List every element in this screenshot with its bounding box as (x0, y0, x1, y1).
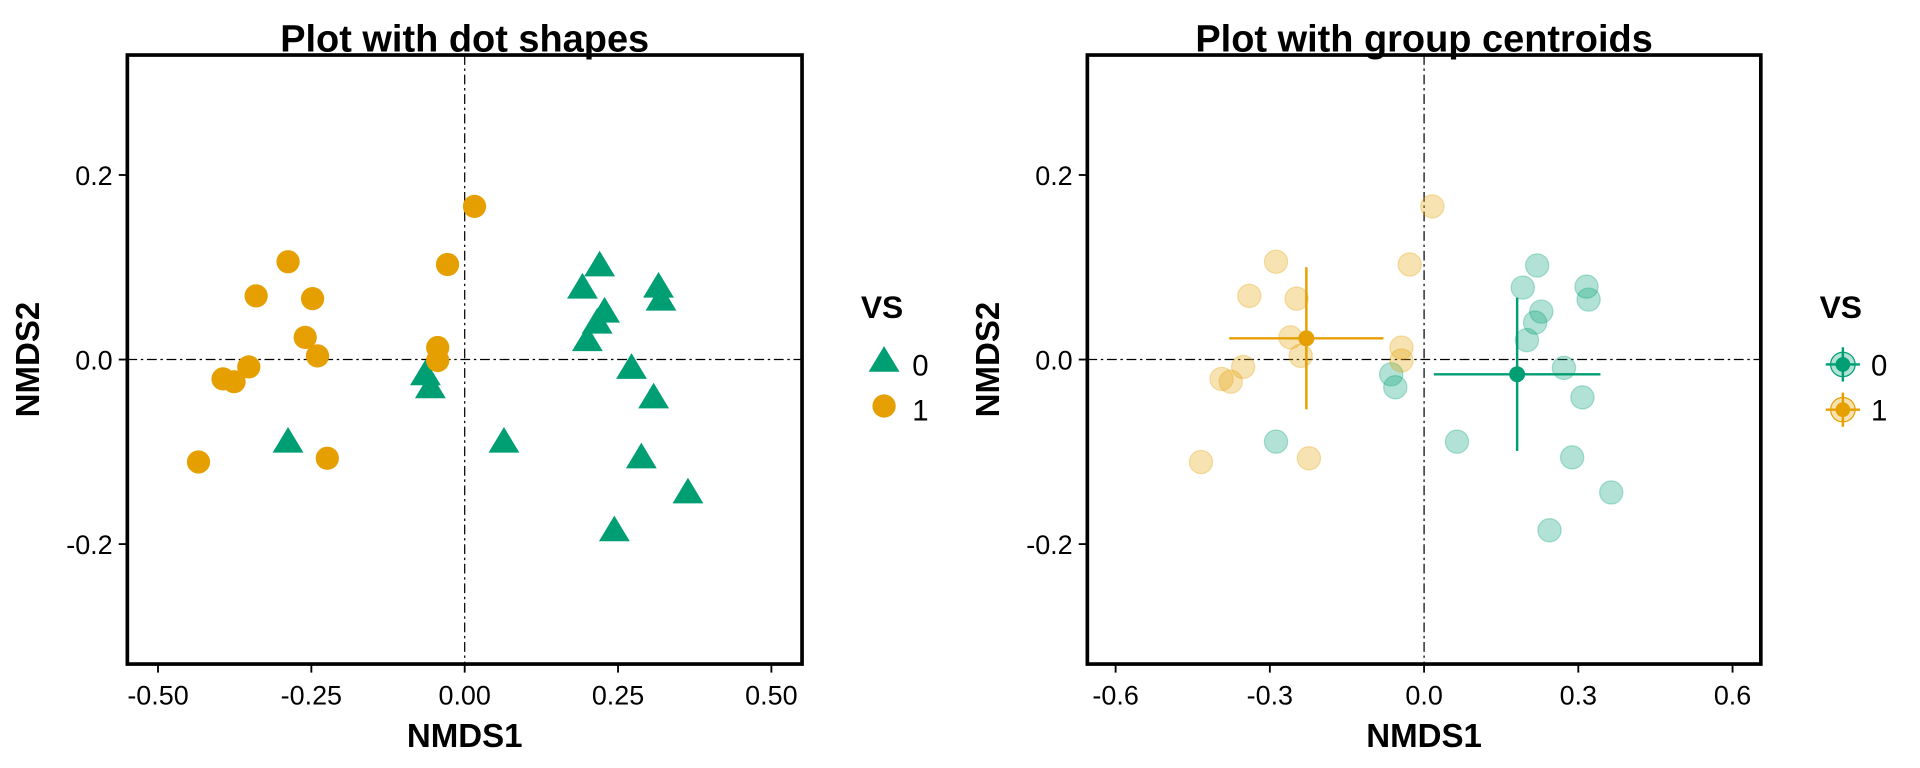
point (1209, 366, 1234, 392)
legend-label: 1 (1871, 395, 1887, 428)
legend-marker (1835, 402, 1851, 418)
panel-border (1085, 53, 1763, 666)
y-tick-label: 0.0 (1035, 345, 1072, 375)
point (616, 353, 647, 379)
y-tick-label: 0.2 (75, 161, 112, 191)
point (1537, 518, 1562, 543)
legend-marker (868, 346, 900, 372)
point (598, 515, 630, 542)
plot-area (186, 194, 704, 542)
centroid (1298, 330, 1315, 347)
point (1263, 429, 1289, 454)
legend-label: 0 (912, 349, 928, 382)
x-tick-label: -0.6 (1092, 680, 1138, 710)
point (1288, 343, 1313, 369)
x-tick-label: -0.25 (281, 680, 342, 710)
centroid (1509, 366, 1526, 383)
point (1218, 369, 1244, 394)
point (293, 325, 317, 350)
point (1514, 327, 1540, 353)
point (435, 252, 460, 277)
x-tick-label: 0.00 (438, 680, 490, 710)
y-tick-label: 0.0 (75, 345, 112, 375)
point (305, 344, 330, 368)
point (1574, 274, 1599, 299)
point (1296, 446, 1322, 471)
x-tick-label: -0.50 (127, 680, 188, 710)
plot-area (1229, 267, 1601, 451)
point (581, 307, 613, 334)
point (1383, 374, 1408, 400)
y-tick-label: -0.2 (66, 530, 112, 560)
point (1598, 480, 1624, 505)
point (462, 194, 487, 218)
point (426, 348, 450, 373)
point (1389, 348, 1414, 373)
point (1576, 287, 1601, 312)
x-tick-label: 0.3 (1560, 680, 1597, 710)
point (1444, 429, 1470, 454)
x-axis-title: NMDS1 (1366, 718, 1482, 755)
point (1570, 385, 1595, 410)
legend-marker (872, 394, 896, 418)
point (1237, 283, 1262, 309)
point (1278, 325, 1303, 350)
point (300, 287, 325, 311)
point (1510, 275, 1536, 300)
point (186, 450, 211, 474)
panel-border (125, 53, 804, 666)
y-axis-title: NMDS2 (970, 302, 1007, 418)
point (1284, 286, 1309, 311)
point (414, 372, 446, 399)
point (237, 355, 261, 379)
point (1551, 355, 1577, 381)
x-tick-label: 0.50 (745, 680, 797, 710)
y-axis-title: NMDS2 (10, 302, 47, 418)
y-tick-label: -0.2 (1026, 530, 1072, 560)
point (1420, 194, 1445, 219)
point (488, 426, 520, 453)
point (1188, 449, 1214, 475)
point (567, 272, 598, 299)
legend-title: VS (861, 289, 903, 325)
point (638, 382, 670, 409)
legend-title: VS (1820, 289, 1862, 325)
point (1230, 354, 1256, 380)
legend-label: 0 (1871, 349, 1887, 382)
point (1522, 310, 1548, 335)
legend-label: 1 (912, 395, 928, 428)
x-tick-label: -0.3 (1247, 680, 1293, 710)
x-tick-label: 0.25 (592, 680, 644, 710)
x-axis-title: NMDS1 (407, 718, 523, 755)
point (276, 250, 300, 274)
legend-marker (1835, 357, 1851, 372)
x-tick-label: 0.6 (1714, 680, 1751, 710)
point (584, 250, 616, 277)
y-tick-label: 0.2 (1035, 161, 1072, 191)
point (244, 284, 268, 308)
point (625, 442, 657, 469)
x-tick-label: 0.0 (1405, 680, 1442, 710)
point (1397, 252, 1422, 277)
point (1559, 445, 1585, 470)
point (222, 370, 246, 394)
point (1529, 299, 1554, 324)
point (1389, 335, 1414, 360)
point (272, 426, 304, 453)
point (571, 325, 603, 352)
point (315, 446, 339, 470)
point (672, 477, 704, 504)
point (643, 271, 674, 298)
point (1263, 249, 1289, 274)
point (1524, 253, 1550, 278)
point (1378, 362, 1404, 387)
point (645, 284, 677, 311)
